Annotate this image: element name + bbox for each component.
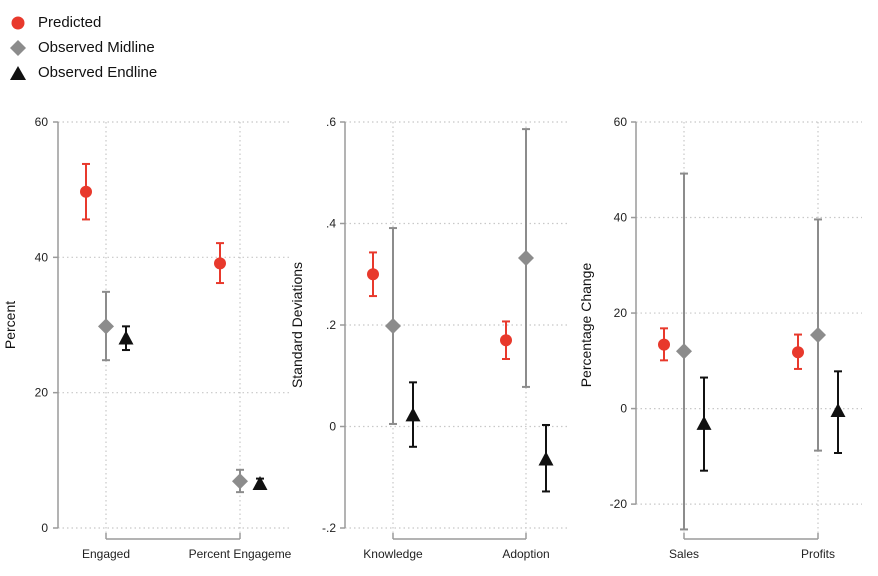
- x-tick-label: Sales: [669, 547, 699, 561]
- y-axis-label: Standard Deviations: [289, 262, 305, 388]
- diamond-marker-icon: [10, 39, 26, 56]
- point-midline: [232, 473, 248, 490]
- y-tick-label: 20: [35, 386, 49, 400]
- legend-diamond: [10, 39, 26, 56]
- point-midline: [810, 327, 826, 344]
- point-endline: [118, 330, 134, 345]
- x-tick-label: Knowledge: [363, 547, 423, 561]
- legend-circle: [11, 16, 25, 29]
- point-midline: [676, 343, 692, 360]
- point-midline: [385, 318, 401, 335]
- y-tick-label: .2: [326, 318, 336, 332]
- point-predicted: [500, 334, 512, 347]
- point-endline: [405, 407, 421, 422]
- y-tick-label: 60: [614, 115, 628, 129]
- y-tick-label: -20: [610, 497, 628, 511]
- circle-marker-icon: [11, 16, 25, 29]
- y-tick-label: 40: [614, 211, 628, 225]
- point-midline: [518, 250, 534, 267]
- y-axis-label: Percent: [2, 301, 18, 349]
- legend-label-predicted: Predicted: [38, 14, 102, 31]
- y-tick-label: 40: [35, 250, 49, 264]
- legend-item-midline: Observed Midline: [8, 35, 157, 60]
- x-tick-label: Percent Engageme: [189, 547, 292, 561]
- legend-item-endline: Observed Endline: [8, 60, 157, 85]
- point-predicted: [792, 346, 804, 359]
- point-predicted: [367, 268, 379, 281]
- x-tick-label: Profits: [801, 547, 835, 561]
- legend-item-predicted: Predicted: [8, 10, 157, 35]
- y-tick-label: -.2: [322, 521, 336, 535]
- y-tick-label: 60: [35, 115, 49, 129]
- y-tick-label: 0: [41, 521, 48, 535]
- point-endline: [830, 402, 846, 417]
- point-predicted: [658, 338, 670, 351]
- legend-triangle: [10, 65, 26, 80]
- legend-label-midline: Observed Midline: [38, 39, 155, 56]
- y-tick-label: 0: [620, 402, 627, 416]
- point-predicted: [214, 257, 226, 270]
- point-predicted: [80, 185, 92, 198]
- x-tick-label: Adoption: [502, 547, 549, 561]
- legend: Predicted Observed Midline Observed Endl…: [8, 10, 157, 85]
- point-endline: [252, 476, 268, 491]
- y-tick-label: .4: [326, 217, 336, 231]
- x-tick-label: Engaged: [82, 547, 130, 561]
- y-axis-label: Percentage Change: [578, 263, 594, 388]
- point-midline: [98, 318, 114, 335]
- y-tick-label: 20: [614, 306, 628, 320]
- triangle-marker-icon: [10, 65, 26, 80]
- point-endline: [696, 415, 712, 430]
- legend-label-endline: Observed Endline: [38, 64, 158, 81]
- y-tick-label: .6: [326, 115, 336, 129]
- y-tick-label: 0: [329, 420, 336, 434]
- point-endline: [538, 451, 554, 466]
